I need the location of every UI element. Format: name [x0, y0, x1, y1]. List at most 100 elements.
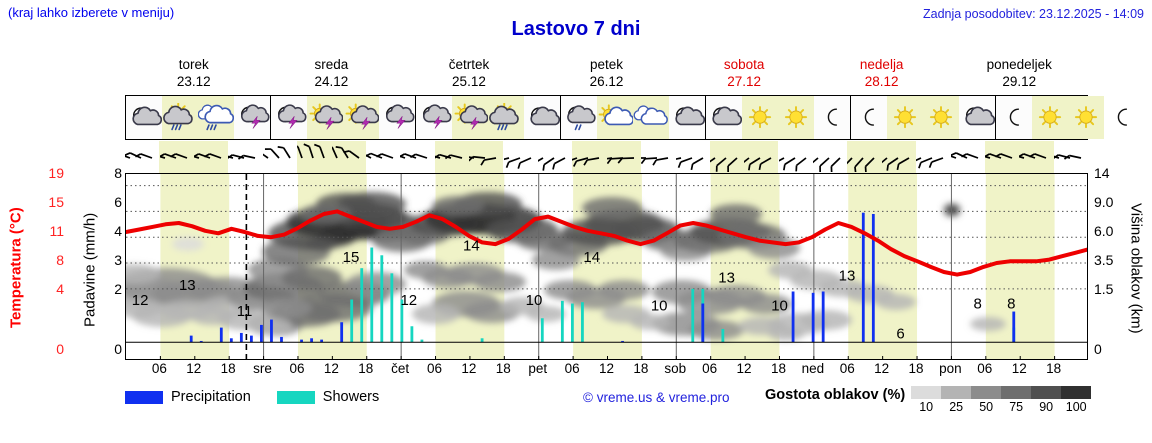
axis-tick-label: 8: [114, 165, 122, 182]
axis-tick-label: 0: [1094, 341, 1102, 357]
day-header-strip: torek 23.12 sreda 24.12 četrtek 25.12 petek 26.…: [125, 55, 1088, 93]
x-axis-ticks: [126, 341, 1087, 359]
x-tick-18: 18: [1046, 361, 1062, 376]
wind-barb-icon: [125, 141, 159, 173]
moon-cloud-drizzle-icon: [561, 96, 597, 139]
sun-icon: [742, 96, 778, 139]
axis-tick-label: 15: [48, 194, 64, 210]
moon-icon: [851, 96, 887, 139]
cloud-height-axis-title: Višina oblakov (km): [1127, 202, 1145, 334]
wind-barb-day-group: [400, 141, 538, 173]
temperature-value-label: 8: [1007, 296, 1015, 313]
wind-barb-icon: [400, 141, 434, 173]
x-tick-18: 18: [633, 361, 649, 376]
x-tick-06: 06: [151, 361, 167, 376]
cloud-height-axis-ticks: 14 9.0 6.0 3.5 1.5 0: [1092, 160, 1124, 370]
x-tick-12: 12: [598, 361, 615, 376]
grid-lines: [126, 174, 1087, 359]
x-tick-06: 06: [289, 361, 305, 376]
precipitation-legend-label: Precipitation: [171, 389, 251, 405]
wind-barb-day-group: [537, 141, 676, 173]
day-date: 29.12: [1002, 74, 1037, 89]
axis-tick-label: 3.5: [1094, 251, 1114, 268]
moon-cloud-icon: [706, 96, 742, 139]
wind-barb-icon: [813, 141, 847, 173]
moon-cloud-icon: [126, 96, 162, 139]
copyright-credit[interactable]: © vreme.us & vreme.pro: [583, 390, 730, 405]
temperature-axis-title: Temperatura (°C): [7, 207, 25, 329]
precipitation-axis-title: Padavine (mm/h): [81, 212, 99, 328]
axis-tick-label: 0: [56, 341, 64, 357]
x-tick-pet: pet: [528, 361, 548, 376]
x-tick-12: 12: [186, 361, 202, 376]
sun-icon: [887, 96, 923, 139]
cloud-density-swatch: [1001, 386, 1032, 399]
wind-barb-icon: [434, 141, 469, 173]
x-tick-12: 12: [736, 361, 752, 376]
axis-tick-label: 1.5: [1094, 280, 1114, 297]
wind-barb-icon: [503, 141, 537, 173]
day-header-ponedeljek: ponedeljek 29.12: [950, 55, 1088, 93]
wind-barb-icon: [744, 141, 779, 173]
wind-barb-icon: [159, 141, 194, 173]
axis-tick-label: 4: [56, 280, 64, 297]
temperature-value-label: 15: [343, 249, 360, 266]
weather-icon-day-group: [996, 96, 1140, 139]
temperature-axis-ticks: 19 15 11 8 4 0: [30, 160, 66, 370]
x-tick-06: 06: [702, 361, 718, 376]
x-tick-ned: ned: [801, 361, 825, 376]
axis-tick-label: 0: [114, 341, 122, 357]
x-tick-12: 12: [461, 361, 477, 376]
x-tick-12: 12: [1011, 361, 1027, 376]
cloud-density-title: Gostota oblakov (%): [765, 387, 906, 403]
wind-barb-icon: [778, 141, 812, 173]
x-tick-12: 12: [874, 361, 890, 376]
day-date: 24.12: [314, 74, 349, 89]
cloud-density-step-label: 50: [979, 400, 994, 414]
last-update-stamp: Zadnja posodobitev: 23.12.2025 - 14:09: [922, 7, 1144, 21]
moon-cloud-icon: [959, 96, 995, 139]
cloud-density-scale: 10 25 50 75 90 100: [911, 386, 1092, 414]
cloud-density-step-label: 100: [1065, 400, 1087, 414]
location-menu-note[interactable]: (kraj lahko izberete v meniju): [8, 5, 175, 20]
sun-icon: [923, 96, 959, 139]
axis-tick-label: 14: [1094, 165, 1110, 182]
day-name: četrtek: [448, 57, 490, 72]
moon-cloud-icon: [669, 96, 705, 139]
cloud-density-swatch: [1061, 386, 1092, 399]
x-tick-06: 06: [564, 361, 580, 376]
sun-cloud-storm-icon: [452, 96, 488, 139]
meteogram-plot: 12 13 11 15 12 14 10 14 10 13 10 13 6 8 8: [125, 173, 1088, 360]
x-tick-18: 18: [770, 361, 786, 376]
temperature-value-label: 14: [463, 238, 480, 255]
series-legend: Precipitation Showers: [125, 386, 405, 408]
legend-item-precipitation: Precipitation: [125, 389, 251, 405]
wind-barb-icon: [331, 141, 366, 173]
weather-icon-day-group: [126, 96, 271, 139]
wind-barb-icon: [847, 141, 882, 173]
wind-barb-icon: [675, 141, 709, 173]
wind-barb-icon: [296, 141, 332, 173]
moon-cloud-icon: [524, 96, 560, 139]
weather-icon-day-group: [271, 96, 416, 139]
day-name: petek: [590, 57, 624, 72]
day-name: ponedeljek: [986, 57, 1052, 72]
cloud-density-step-label: 75: [1009, 400, 1024, 414]
sun-icon: [1032, 96, 1068, 139]
weather-icon-day-group: [561, 96, 706, 139]
wind-barb-icon: [365, 141, 400, 173]
sun-cloud-rain-icon: [488, 96, 524, 139]
showers-swatch: [276, 390, 315, 404]
wind-barb-icon: [641, 141, 675, 173]
temperature-curve: [126, 209, 1087, 277]
x-tick-18: 18: [358, 361, 374, 376]
day-date: 23.12: [176, 74, 211, 89]
cloud-density-swatch: [941, 386, 972, 399]
day-name: torek: [178, 57, 209, 72]
cloud-density-swatch: [1031, 386, 1062, 399]
x-tick-18: 18: [908, 361, 924, 376]
temperature-value-label: 14: [583, 249, 600, 266]
moon-cloud-storm-icon: [416, 96, 452, 139]
cloud-icon: [633, 96, 669, 139]
cloud-density-step-label: 25: [949, 400, 964, 414]
